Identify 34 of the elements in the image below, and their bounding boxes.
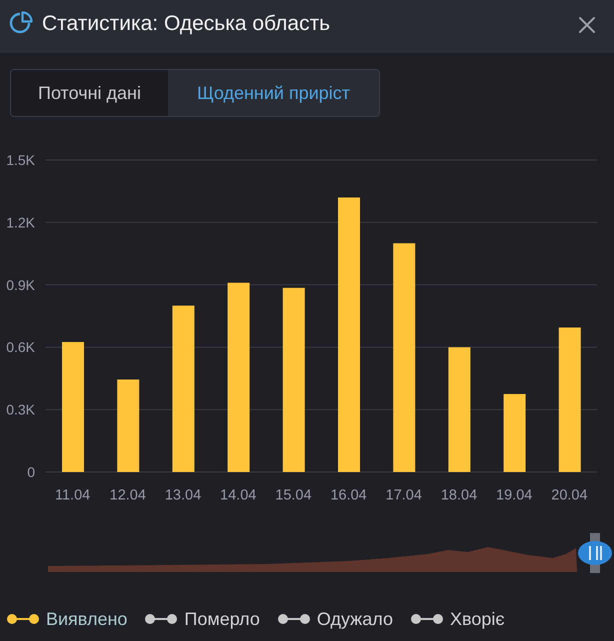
chart-title: Статистика: Одеська область xyxy=(42,12,330,35)
y-tick-label: 1.2K xyxy=(6,214,36,230)
x-tick-label: 17.04 xyxy=(386,487,422,504)
bar xyxy=(172,306,194,472)
bar xyxy=(393,243,416,472)
y-tick-label: 0.9K xyxy=(6,276,36,293)
bar xyxy=(117,379,140,472)
bar xyxy=(282,288,305,472)
x-tick-label: 11.04 xyxy=(54,487,90,504)
bar xyxy=(448,347,470,472)
close-icon[interactable] xyxy=(578,16,596,34)
tab[interactable]: Щоденний приріст xyxy=(168,70,379,116)
x-tick-label: 15.04 xyxy=(275,487,312,504)
legend-label: Одужало xyxy=(316,608,393,630)
bar xyxy=(504,394,526,472)
y-tick-label: 0 xyxy=(27,464,36,480)
bar xyxy=(558,327,581,472)
y-tick-label: 0.6K xyxy=(6,339,36,356)
y-tick-label: 1.5K xyxy=(6,152,36,168)
legend-label: Виявлено xyxy=(46,608,128,630)
legend-label: Хворіє xyxy=(450,608,505,630)
legend-label: Померло xyxy=(184,608,260,630)
x-tick-label: 19.04 xyxy=(496,487,532,504)
x-tick-label: 20.04 xyxy=(551,487,588,504)
x-tick-label: 18.04 xyxy=(440,487,478,504)
y-tick-label: 0.3K xyxy=(6,402,36,418)
bar xyxy=(338,197,360,472)
x-tick-label: 14.04 xyxy=(220,487,256,504)
x-tick-label: 13.04 xyxy=(164,487,202,504)
bar xyxy=(62,342,84,472)
x-tick-label: 12.04 xyxy=(110,487,146,504)
x-tick-label: 16.04 xyxy=(330,487,367,504)
bar xyxy=(228,282,250,472)
tab[interactable]: Поточні дані xyxy=(11,70,168,116)
